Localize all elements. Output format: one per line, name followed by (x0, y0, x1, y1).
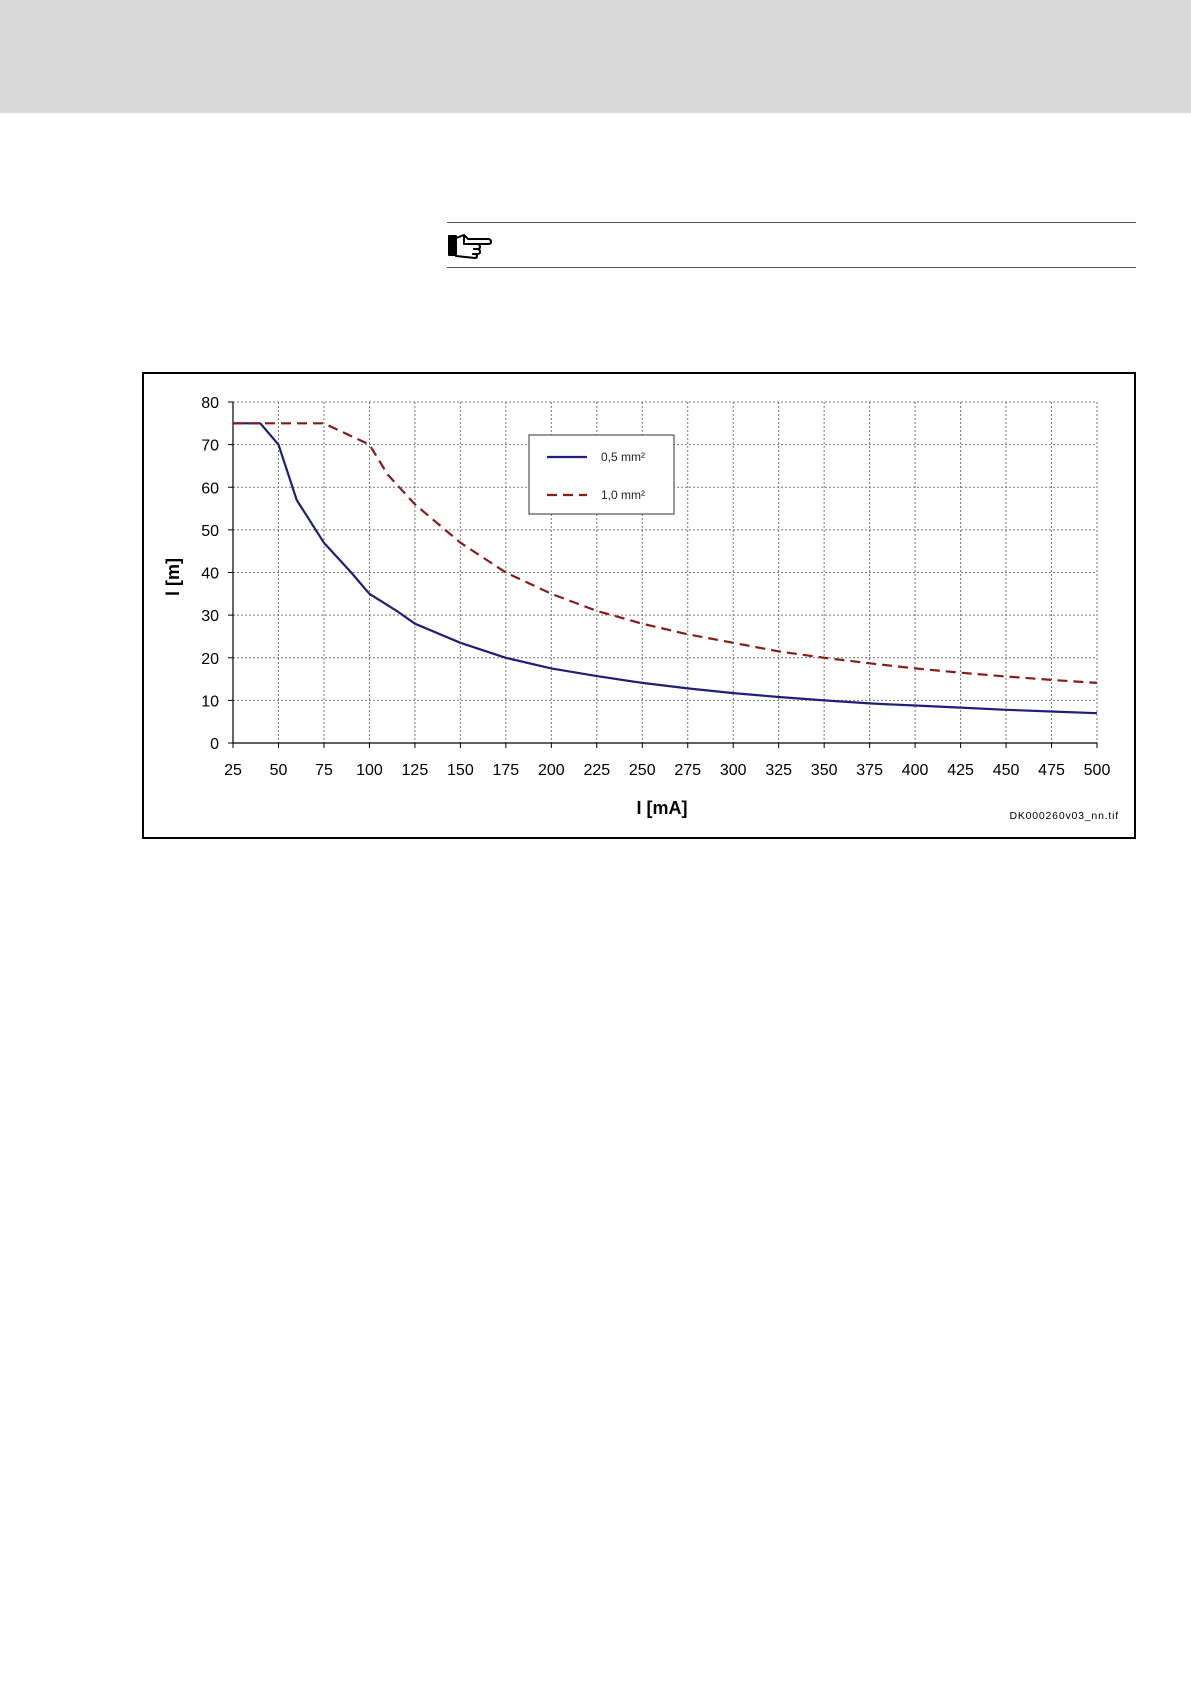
x-tick-label: 475 (1038, 762, 1065, 779)
x-tick-label: 450 (993, 762, 1020, 779)
x-tick-label: 225 (583, 762, 610, 779)
y-tick-label: 10 (201, 693, 219, 710)
figure-frame: 25 50 75 100 125 150 175 200 225 250 275 300 325 350 3… (142, 372, 1136, 839)
x-tick-label: 350 (811, 762, 838, 779)
x-tick-label: 250 (629, 762, 656, 779)
chart-axes: 25 50 75 100 125 150 175 200 225 250 275 300 325 350 3… (201, 395, 1110, 779)
x-tick-label: 300 (720, 762, 747, 779)
x-tick-label: 200 (538, 762, 565, 779)
x-tick-label: 125 (402, 762, 429, 779)
y-axis-title: l [m] (163, 558, 183, 596)
x-tick-label: 25 (224, 762, 242, 779)
legend-box (528, 434, 675, 515)
x-tick-label: 175 (492, 762, 519, 779)
figure-file-label: DK000260v03_nn.tif (1009, 810, 1119, 822)
x-tick-label: 400 (902, 762, 929, 779)
y-tick-label: 30 (201, 608, 219, 625)
x-tick-label: 425 (947, 762, 974, 779)
chart-series (233, 422, 1098, 715)
y-tick-label: 20 (201, 651, 219, 668)
y-tick-label: 70 (201, 438, 219, 455)
x-tick-label: 100 (356, 762, 383, 779)
page-header-band (0, 0, 1191, 113)
y-tick-label: 50 (201, 523, 219, 540)
y-tick-label: 60 (201, 480, 219, 497)
y-tick-label: 40 (201, 566, 219, 583)
legend-label: 1,0 mm² (601, 488, 645, 502)
y-tick-label: 80 (201, 395, 219, 412)
legend-label: 0,5 mm² (601, 450, 645, 464)
y-tick-label: 0 (210, 736, 219, 753)
x-tick-label: 375 (856, 762, 883, 779)
x-tick-label: 75 (315, 762, 333, 779)
pointing-hand-icon (448, 234, 492, 259)
x-axis-title: I [mA] (637, 798, 688, 818)
x-tick-label: 325 (765, 762, 792, 779)
series-line-2 (233, 422, 1098, 684)
x-tick-label: 50 (270, 762, 288, 779)
note-box (447, 222, 1136, 268)
x-tick-label: 275 (674, 762, 701, 779)
line-chart: 25 50 75 100 125 150 175 200 225 250 275 300 325 350 3… (163, 395, 1119, 822)
x-tick-label: 500 (1084, 762, 1111, 779)
series-line-1 (233, 422, 1098, 715)
x-tick-label: 150 (447, 762, 474, 779)
chart-legend: 0,5 mm² 1,0 mm² (528, 434, 675, 515)
